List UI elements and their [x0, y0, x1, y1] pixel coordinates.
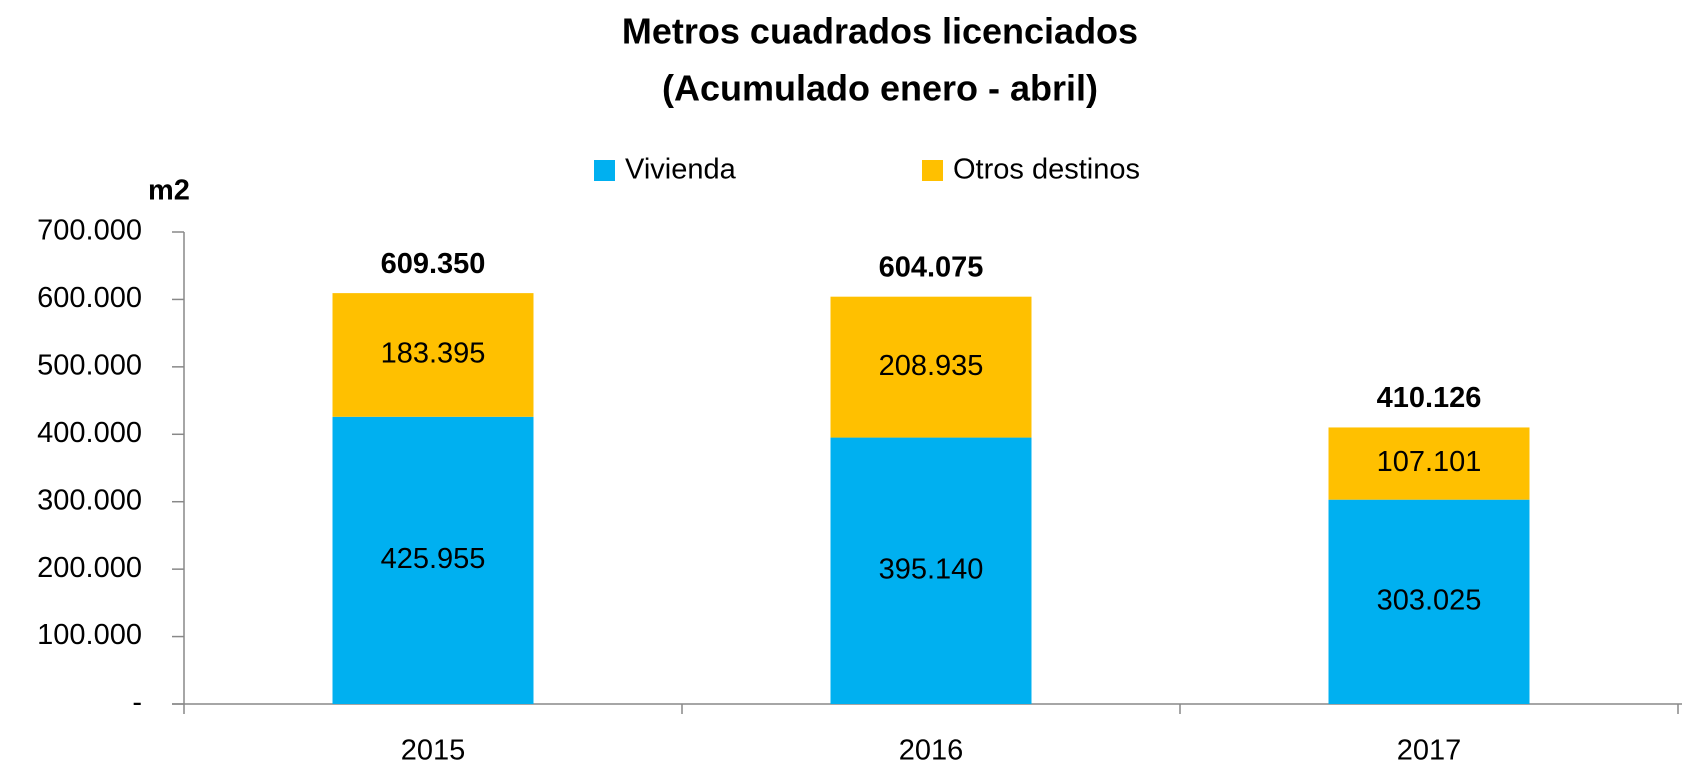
total-label: 410.126	[1377, 382, 1482, 414]
value-label: 395.140	[879, 553, 984, 585]
bar-segment	[1328, 499, 1530, 704]
x-tick-label: 2017	[1397, 735, 1462, 767]
legend-swatch	[922, 160, 943, 181]
legend-label: Vivienda	[625, 154, 737, 186]
value-label: 183.395	[381, 338, 486, 370]
y-tick-label: 500.000	[37, 350, 142, 382]
legend-swatch	[594, 160, 615, 181]
chart-subtitle: (Acumulado enero - abril)	[662, 68, 1098, 109]
y-tick-label: 600.000	[37, 282, 142, 314]
bar-segment	[1328, 427, 1530, 500]
value-label: 107.101	[1377, 446, 1482, 478]
total-label: 604.075	[879, 251, 984, 283]
bar-segment	[830, 437, 1032, 704]
y-tick-label: 200.000	[37, 552, 142, 584]
y-tick-label: -	[132, 687, 142, 719]
y-tick-label: 400.000	[37, 417, 142, 449]
x-tick-label: 2016	[899, 735, 964, 767]
chart-title: Metros cuadrados licenciados	[622, 11, 1138, 52]
legend-label: Otros destinos	[953, 154, 1140, 186]
value-label: 425.955	[381, 543, 486, 575]
total-label: 609.350	[381, 248, 486, 280]
value-label: 208.935	[879, 350, 984, 382]
value-label: 303.025	[1377, 584, 1482, 616]
y-tick-label: 700.000	[37, 215, 142, 247]
bar-segment	[332, 293, 534, 417]
y-axis-label: m2	[148, 175, 190, 207]
bar-segment	[332, 416, 534, 704]
y-tick-label: 100.000	[37, 619, 142, 651]
x-tick-label: 2015	[401, 735, 466, 767]
bar-segment	[830, 296, 1032, 438]
y-tick-label: 300.000	[37, 484, 142, 516]
